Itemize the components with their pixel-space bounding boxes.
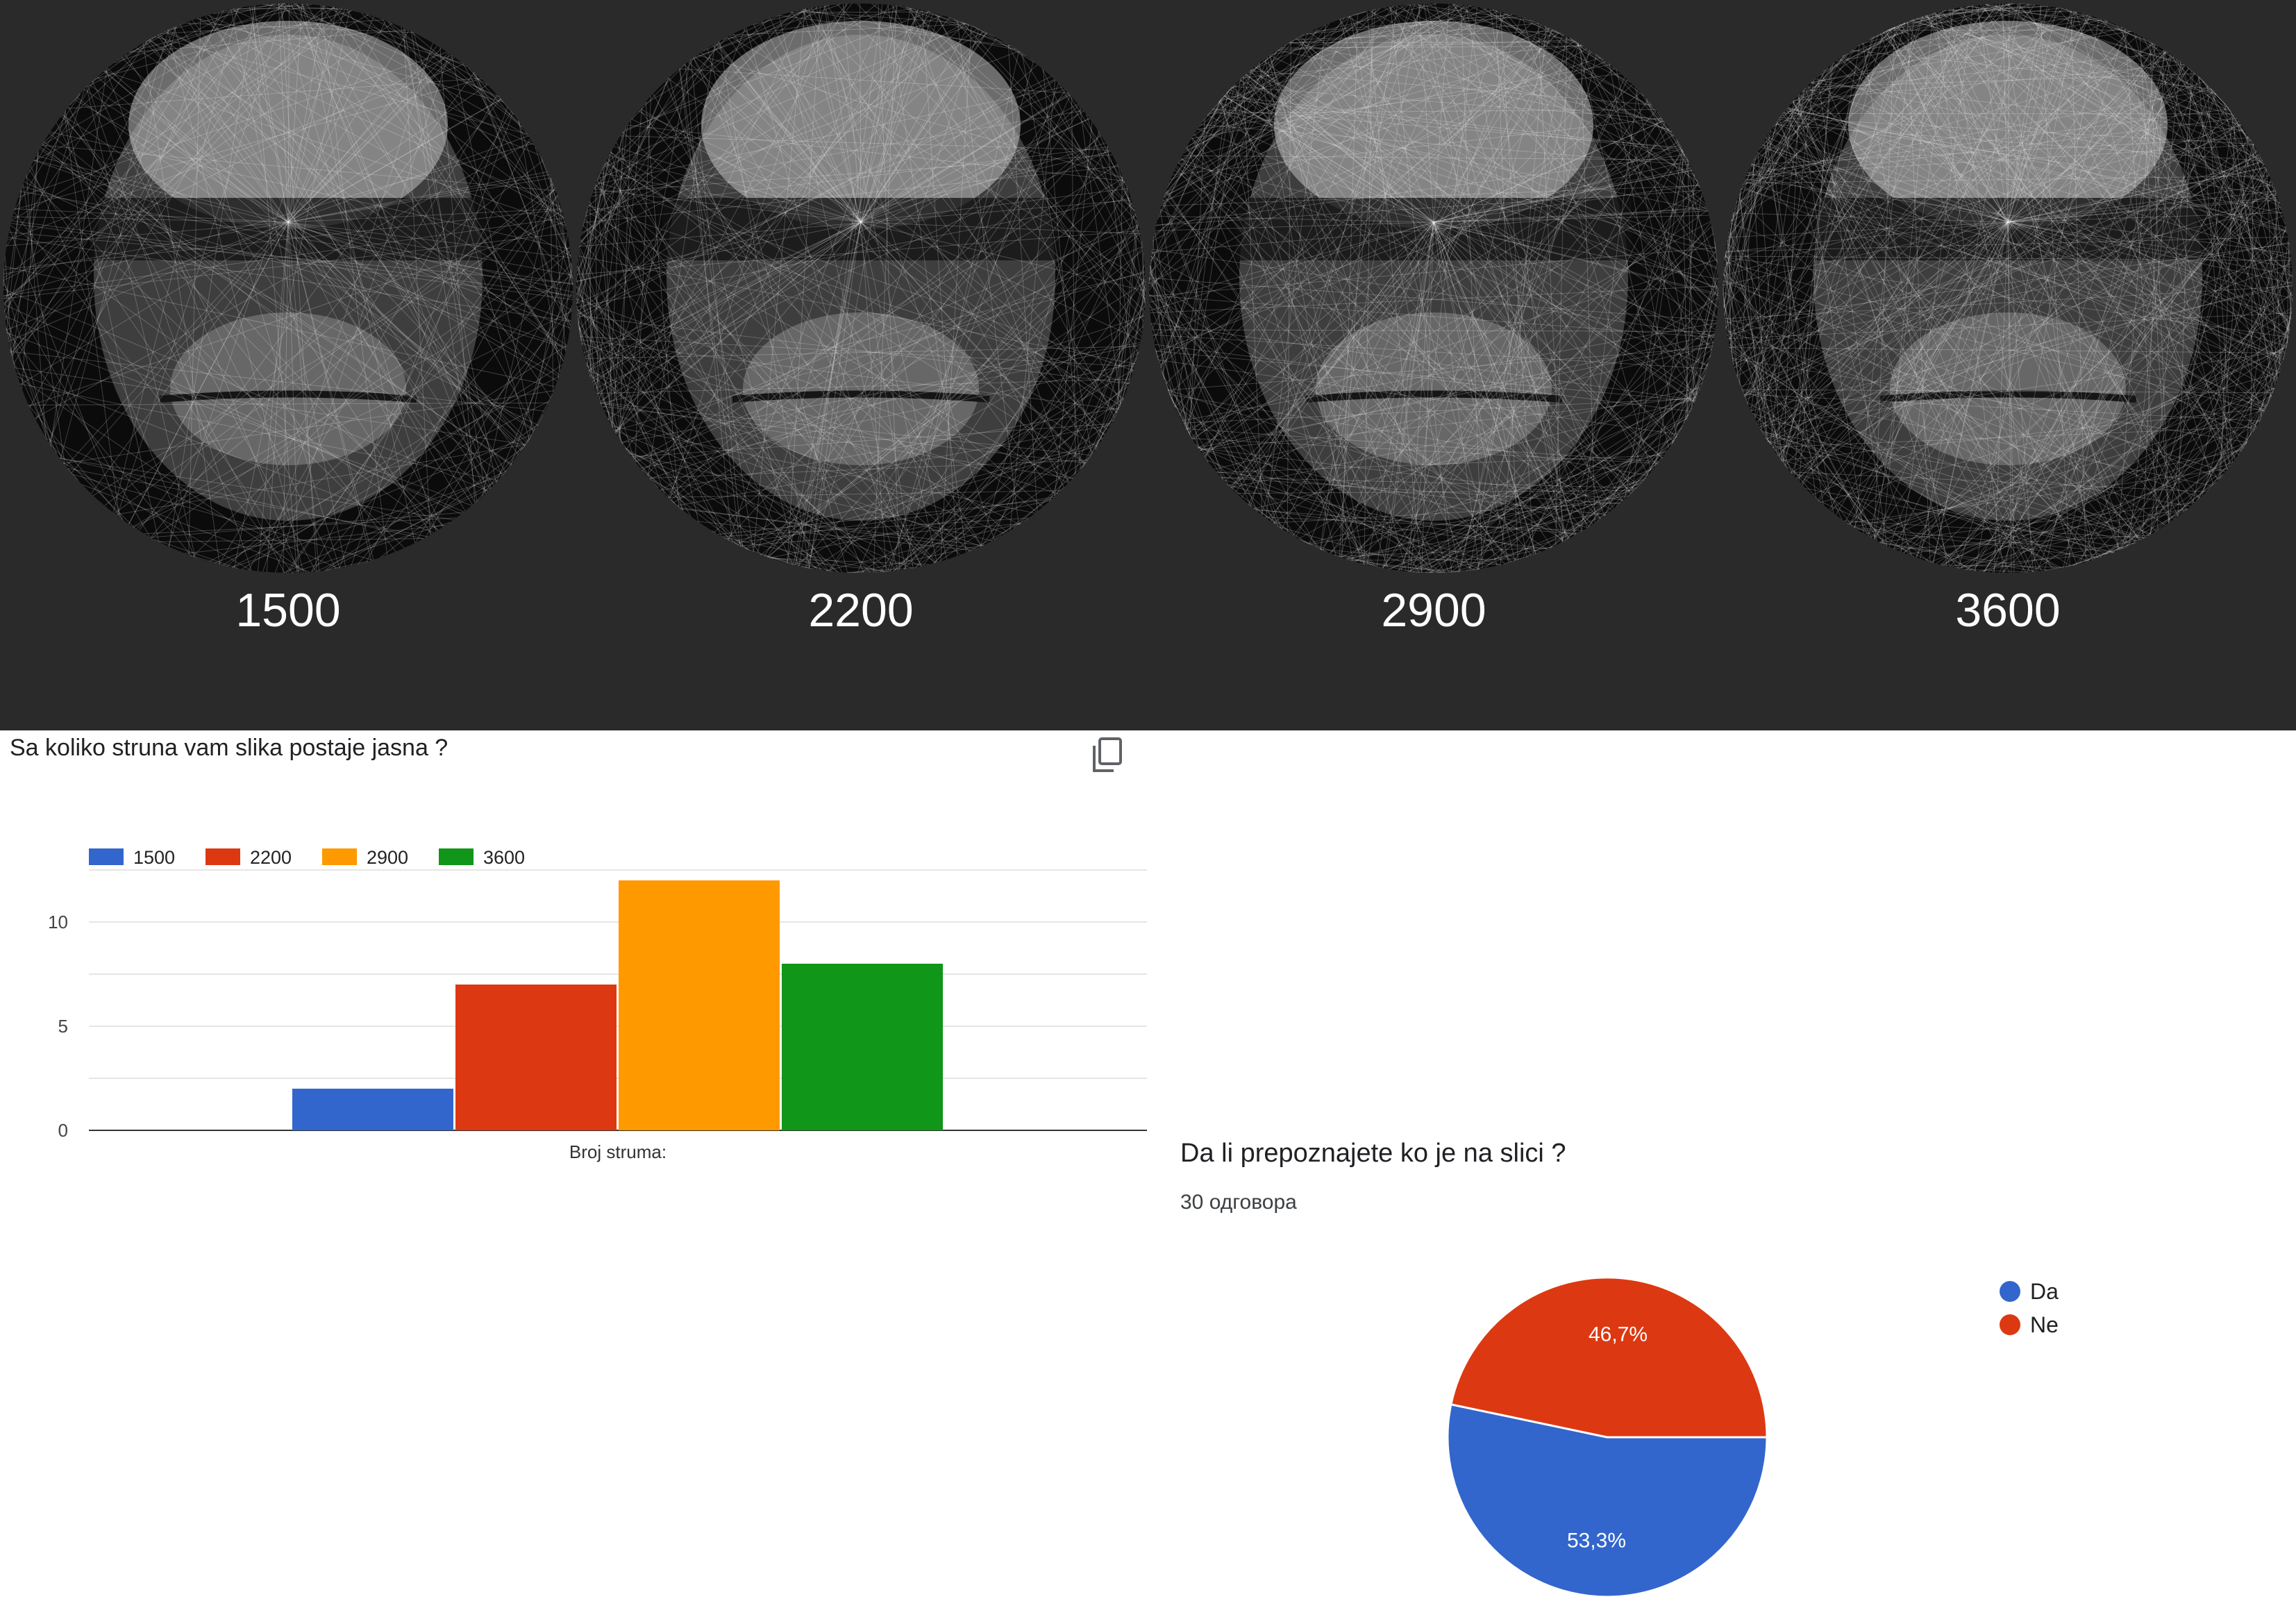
portrait-mouth-line bbox=[732, 390, 990, 403]
string-art-portrait-2: 2200 bbox=[573, 0, 1149, 694]
legend-swatch bbox=[89, 848, 124, 865]
portrait-strings bbox=[3, 3, 573, 574]
portrait-forehead bbox=[701, 21, 1021, 229]
bar-chart: 0 5 10 1500 2200 2900 3600 Broj struma: bbox=[48, 847, 1147, 1162]
bar-3600 bbox=[782, 964, 943, 1130]
bar-2900 bbox=[619, 880, 780, 1130]
legend-label: 2900 bbox=[367, 847, 408, 868]
portrait-mouth-area bbox=[170, 312, 406, 465]
portrait-forehead bbox=[1274, 21, 1593, 229]
legend-label: 2200 bbox=[250, 847, 292, 868]
string-art-portrait-1: 1500 bbox=[0, 0, 576, 694]
portrait-label: 2200 bbox=[808, 584, 914, 637]
portrait-strings bbox=[576, 3, 1146, 574]
portrait-mouth-area bbox=[743, 312, 979, 465]
pie-legend: Da Ne bbox=[2000, 1275, 2059, 1341]
copy-icon[interactable] bbox=[1091, 737, 1123, 777]
y-tick-label: 10 bbox=[48, 912, 68, 932]
legend-item-ne: Ne bbox=[2000, 1308, 2059, 1341]
legend-swatch bbox=[322, 848, 357, 865]
portrait-strip: 1500 2200 2900 3600 bbox=[0, 0, 2296, 730]
legend-dot bbox=[2000, 1281, 2020, 1302]
legend-label: Ne bbox=[2030, 1312, 2059, 1337]
pie-chart-question: Da li prepoznajete ko je na slici ? bbox=[1180, 1139, 1566, 1168]
legend-label: Da bbox=[2030, 1278, 2059, 1304]
y-tick-label: 0 bbox=[58, 1120, 68, 1141]
portrait-forehead bbox=[128, 21, 448, 229]
y-tick-label: 5 bbox=[58, 1016, 68, 1037]
portrait-strings bbox=[1723, 3, 2293, 574]
response-count: 30 одговора bbox=[1180, 1191, 1297, 1214]
legend-swatch bbox=[206, 848, 240, 865]
pie-slice-label: 46,7% bbox=[1589, 1323, 1648, 1346]
string-art-portrait-4: 3600 bbox=[1720, 0, 2296, 694]
pie-slice-da bbox=[1446, 1403, 1768, 1598]
portrait-mouth-line bbox=[1879, 390, 2137, 403]
portrait-glasses bbox=[1810, 198, 2206, 260]
portrait-label: 3600 bbox=[1955, 584, 2061, 637]
portrait-glasses bbox=[663, 198, 1059, 260]
bar-2200 bbox=[455, 985, 617, 1130]
legend-swatch bbox=[439, 848, 474, 865]
portrait-glasses bbox=[1236, 198, 1632, 260]
legend-label: 1500 bbox=[133, 847, 175, 868]
portrait-strings bbox=[1148, 3, 1719, 574]
legend-label: 3600 bbox=[483, 847, 525, 868]
pie-slice-label: 53,3% bbox=[1567, 1530, 1626, 1552]
portrait-label: 1500 bbox=[235, 584, 341, 637]
portrait-mouth-area bbox=[1316, 312, 1552, 465]
string-art-portrait-3: 2900 bbox=[1146, 0, 1722, 694]
portrait-forehead bbox=[1848, 21, 2168, 229]
x-axis-label: Broj struma: bbox=[569, 1141, 667, 1162]
portrait-mouth-line bbox=[1305, 390, 1563, 403]
bar-chart-question: Sa koliko struna vam slika postaje jasna… bbox=[10, 735, 449, 761]
legend-item-da: Da bbox=[2000, 1275, 2059, 1308]
pie-slice-ne bbox=[1450, 1276, 1768, 1439]
portrait-mouth-area bbox=[1890, 312, 2126, 465]
legend-dot bbox=[2000, 1314, 2020, 1335]
portrait-label: 2900 bbox=[1381, 584, 1486, 637]
portrait-glasses bbox=[90, 198, 486, 260]
portrait-mouth-line bbox=[159, 390, 417, 403]
pie-chart: 53,3% 46,7% bbox=[1446, 1276, 1768, 1598]
bar-1500 bbox=[292, 1089, 453, 1130]
